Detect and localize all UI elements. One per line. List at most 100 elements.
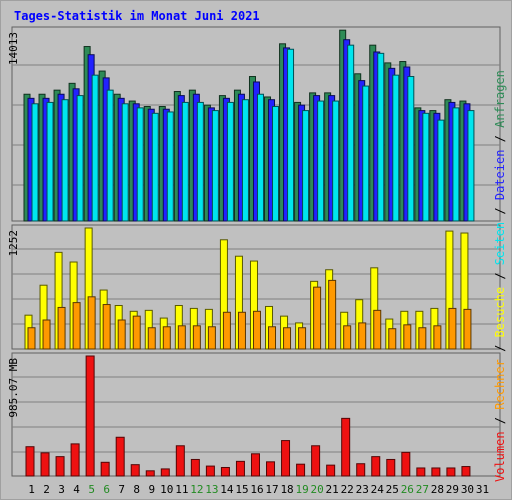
x-tick-day-18: 18 [280,483,293,496]
volume-bar-volumen-day-11 [175,445,185,477]
volume-bar-volumen-day-8 [130,464,140,477]
volume-bar-volumen-day-21 [326,464,336,477]
hits-bar-seiten-day-15 [241,99,249,222]
x-tick-day-8: 8 [133,483,140,496]
x-tick-day-13: 13 [205,483,218,496]
legend-volumen: Volumen [493,431,507,482]
hits-bar-seiten-day-23 [362,85,370,222]
visits-panel: 1252 [7,224,501,350]
x-tick-day-9: 9 [148,483,155,496]
hits-bar-seiten-day-27 [422,112,430,222]
legend-separator: / [493,200,507,222]
visits-bar-rechner-day-27 [418,327,427,350]
visits-bar-rechner-day-17 [268,326,277,350]
legend-separator: / [493,128,507,150]
visits-bar-rechner-day-15 [237,311,246,350]
hits-bar-seiten-day-16 [256,93,264,222]
visits-bar-rechner-day-19 [298,327,307,350]
hits-max-label: 14013 [7,32,20,65]
visits-bar-rechner-day-20 [313,286,322,350]
volume-bar-volumen-day-1 [25,446,35,477]
volume-bar-volumen-day-7 [115,436,125,477]
x-tick-day-7: 7 [118,483,125,496]
hits-panel: 14013 [7,26,501,222]
hits-bar-seiten-day-30 [467,110,475,222]
visits-bar-rechner-day-6 [102,304,111,350]
visits-bar-rechner-day-13 [207,326,216,350]
hits-bar-seiten-day-10 [166,111,174,222]
x-tick-day-15: 15 [235,483,248,496]
visits-bar-rechner-day-10 [162,326,171,350]
hits-bar-seiten-day-22 [347,44,355,222]
x-tick-day-11: 11 [175,483,188,496]
legend-seiten: Seiten [493,222,507,265]
volume-bar-volumen-day-10 [160,468,170,477]
volume-bar-volumen-day-20 [311,445,321,477]
visits-bar-rechner-day-12 [192,325,201,350]
legend-separator: / [493,337,507,359]
legend-dateien: Dateien [493,150,507,201]
right-legend-vertical: Volumen / Rechner / Besuche / Seiten / D… [493,70,507,482]
x-tick-day-24: 24 [371,483,385,496]
volume-bar-volumen-day-18 [281,440,291,477]
volume-bar-volumen-day-25 [386,458,396,477]
visits-bar-rechner-day-14 [222,311,231,350]
hits-bar-seiten-day-20 [317,100,325,222]
volume-bar-volumen-day-9 [145,470,155,477]
volume-bar-volumen-day-24 [371,456,381,477]
visits-bar-rechner-day-3 [57,306,66,350]
hits-bar-seiten-day-1 [31,103,39,222]
visits-bar-rechner-day-16 [252,310,261,350]
hits-bar-seiten-day-4 [76,95,84,222]
volume-bar-volumen-day-4 [70,443,80,477]
volume-max-label: 985.07 MB [7,358,20,418]
x-tick-day-6: 6 [103,483,110,496]
x-tick-day-12: 12 [190,483,203,496]
visits-bar-rechner-day-25 [388,328,397,350]
visits-bar-rechner-day-11 [177,325,186,350]
volume-panel: 985.07 MB [7,352,501,477]
visits-bar-rechner-day-24 [373,309,382,350]
volume-bar-volumen-day-6 [100,461,110,477]
volume-bar-volumen-day-5 [85,355,95,477]
x-tick-day-19: 19 [295,483,308,496]
hits-bar-seiten-day-13 [211,110,219,222]
legend-besuche: Besuche [493,287,507,338]
x-tick-day-30: 30 [461,483,474,496]
volume-bar-volumen-day-14 [220,466,230,477]
visits-bar-rechner-day-18 [283,327,292,350]
x-tick-day-21: 21 [326,483,339,496]
x-tick-day-22: 22 [341,483,354,496]
visits-bar-rechner-day-28 [433,325,442,350]
x-tick-day-10: 10 [160,483,173,496]
hits-bar-seiten-day-5 [91,74,99,222]
x-tick-day-23: 23 [356,483,369,496]
legend-separator: / [493,410,507,432]
legend-anfragen: Anfragen [493,70,507,128]
volume-bar-volumen-day-13 [205,465,215,477]
visits-bar-rechner-day-9 [147,327,156,350]
visits-bar-rechner-day-8 [132,315,141,350]
hits-bar-seiten-day-14 [226,101,234,222]
visits-bar-rechner-day-23 [358,322,367,350]
visits-bar-rechner-day-21 [328,279,337,350]
volume-bar-volumen-day-15 [235,460,245,477]
x-tick-day-26: 26 [401,483,414,496]
x-tick-day-17: 17 [265,483,278,496]
visits-max-label: 1252 [7,230,20,257]
hits-bar-seiten-day-3 [61,99,69,222]
hits-bar-seiten-day-12 [196,101,204,222]
hits-bar-seiten-day-21 [332,100,340,222]
visits-bar-rechner-day-7 [117,319,126,350]
legend-separator: / [493,265,507,287]
chart-title: Tages-Statistik im Monat Juni 2021 [14,9,260,23]
visits-bar-rechner-day-2 [42,319,51,350]
volume-bar-volumen-day-3 [55,456,65,477]
hits-bar-seiten-day-8 [136,107,144,222]
x-tick-day-20: 20 [311,483,324,496]
hits-bar-seiten-day-25 [392,74,400,222]
hits-bar-seiten-day-24 [377,52,385,222]
visits-bar-rechner-day-30 [463,308,472,350]
volume-bar-volumen-day-27 [416,467,426,477]
